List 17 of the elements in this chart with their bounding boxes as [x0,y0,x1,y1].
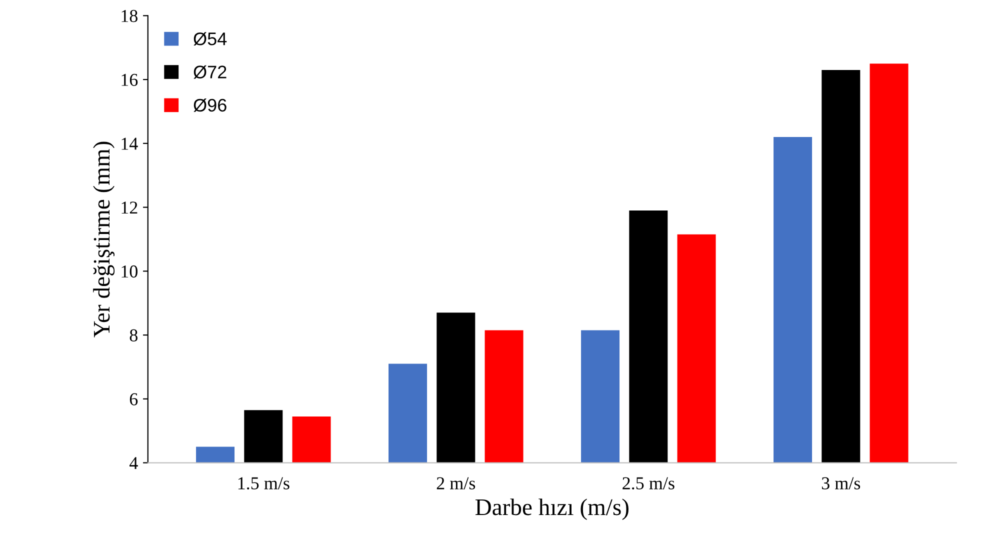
y-tick-label: 10 [122,265,138,278]
y-tick-label: 8 [130,329,138,342]
y-tick-label: 16 [122,74,138,86]
legend-label: Ø54 [194,32,227,46]
y-tick-label: 6 [130,393,138,406]
y-tick-label: 12 [122,202,138,214]
x-tick-label: 2.5 m/s [622,477,674,490]
y-tick-label: 18 [122,10,138,22]
legend-label: Ø72 [194,65,226,79]
y-axis-title: Yer değiştirme (mm) [93,142,115,338]
y-tick-label: 14 [122,138,138,150]
y-tick-label: 4 [130,457,138,470]
x-axis-title: Darbe hızı (m/s) [475,498,628,520]
x-tick-label: 3 m/s [822,477,860,490]
x-tick-label: 1.5 m/s [238,477,290,490]
legend-label: Ø96 [194,98,226,112]
x-tick-label: 2 m/s [436,477,476,490]
